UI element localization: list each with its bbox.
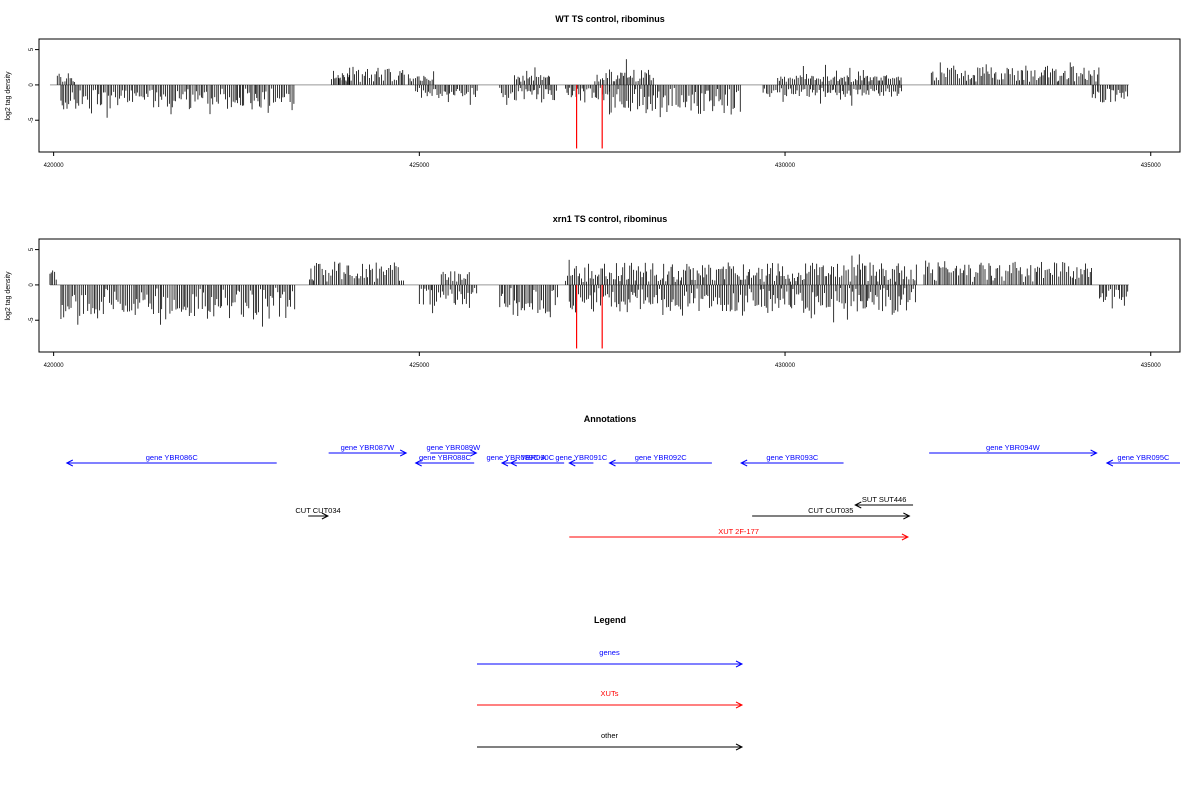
feature-label: gene YBR095C bbox=[1117, 453, 1170, 462]
xrn1-x-tick-label: 420000 bbox=[44, 363, 65, 369]
wt-y-tick-label: -5 bbox=[29, 117, 35, 123]
wt-y-tick-label: 0 bbox=[29, 83, 35, 87]
annotation-feature: CUT CUT035 bbox=[752, 506, 911, 520]
feature-label: CUT CUT034 bbox=[295, 506, 340, 515]
feature-label: gene YBR092C bbox=[635, 453, 688, 462]
feature-arrowhead bbox=[1105, 459, 1114, 467]
annotation-feature: gene YBR093C bbox=[740, 453, 844, 467]
annotation-feature: gene YBR095C bbox=[1105, 453, 1180, 467]
feature-arrowhead bbox=[414, 459, 422, 467]
feature-label: gene YBR087W bbox=[341, 443, 396, 452]
feature-label: gene YBR091C bbox=[555, 453, 608, 462]
legend-panel: Legend genes XUTs other bbox=[477, 615, 744, 751]
annotation-feature: SUT SUT446 bbox=[854, 495, 914, 509]
annotation-feature: gene YBR094W bbox=[929, 443, 1098, 457]
xrn1-plot-frame bbox=[38, 238, 1181, 353]
feature-arrowhead bbox=[399, 449, 408, 457]
feature-arrowhead bbox=[65, 459, 74, 467]
annotation-feature: gene YBR087W bbox=[328, 443, 408, 457]
annotations-title: Annotations bbox=[584, 414, 637, 424]
xrn1-x-tick-label: 435000 bbox=[1141, 363, 1162, 369]
feature-arrowhead bbox=[1090, 449, 1098, 457]
xrn1-track-title: xrn1 TS control, ribominus bbox=[553, 214, 668, 224]
xrn1-axes-group: 420000 425000 430000 435000 -5 0 5 bbox=[29, 247, 1161, 369]
feature-label: gene YBR086C bbox=[146, 453, 199, 462]
feature-label: gene YBR094W bbox=[986, 443, 1041, 452]
feature-label: gene YBR089C-A bbox=[487, 453, 546, 462]
xrn1-track-panel: xrn1 TS control, ribominus log2 tag dens… bbox=[5, 214, 1181, 369]
wt-y-axis-label: log2 tag density bbox=[5, 71, 12, 121]
wt-plot-frame bbox=[38, 38, 1181, 153]
wt-x-tick-label: 430000 bbox=[775, 163, 796, 169]
xrn1-x-tick-label: 430000 bbox=[775, 363, 796, 369]
legend-item-label: XUTs bbox=[601, 689, 619, 698]
wt-axes-group: 420000 425000 430000 435000 -5 0 5 bbox=[29, 47, 1161, 169]
legend-item-arrowhead bbox=[735, 660, 744, 668]
feature-arrowhead bbox=[500, 459, 509, 467]
wt-x-tick-label: 425000 bbox=[409, 163, 430, 169]
feature-label: gene YBR093C bbox=[766, 453, 819, 462]
legend-item: other bbox=[477, 731, 744, 751]
annotation-feature: gene YBR091C bbox=[555, 453, 608, 467]
xrn1-bars-group bbox=[49, 254, 1129, 349]
feature-label: SUT SUT446 bbox=[862, 495, 906, 504]
wt-track-title: WT TS control, ribominus bbox=[555, 14, 665, 24]
legend-item-label: other bbox=[601, 731, 619, 740]
feature-arrowhead bbox=[740, 459, 748, 467]
legend-item-arrowhead bbox=[735, 743, 744, 751]
wt-x-tick-label: 435000 bbox=[1141, 163, 1162, 169]
xrn1-y-tick-label: -5 bbox=[29, 317, 35, 323]
annotations-panel: Annotations gene YBR086C gene YBR087W gene… bbox=[65, 414, 1180, 541]
feature-label: XUT 2F-177 bbox=[718, 527, 759, 536]
legend-item: XUTs bbox=[477, 689, 744, 709]
legend-item-label: genes bbox=[599, 648, 620, 657]
feature-label: gene YBR089W bbox=[427, 443, 482, 452]
wt-track-panel: WT TS control, ribominus log2 tag densit… bbox=[5, 14, 1181, 169]
wt-x-tick-label: 420000 bbox=[44, 163, 65, 169]
annotation-feature: CUT CUT034 bbox=[295, 506, 341, 520]
xrn1-y-tick-label: 5 bbox=[29, 247, 35, 251]
legend-items: genes XUTs other bbox=[477, 648, 744, 751]
feature-arrowhead bbox=[470, 449, 478, 457]
annotation-feature: XUT 2F-177 bbox=[569, 527, 910, 541]
wt-bars-group bbox=[49, 59, 1129, 149]
feature-arrowhead bbox=[608, 459, 616, 467]
legend-title: Legend bbox=[594, 615, 626, 625]
legend-item-arrowhead bbox=[735, 701, 744, 709]
annotation-feature: gene YBR086C bbox=[65, 453, 277, 467]
annotation-feature: gene YBR089W bbox=[427, 443, 482, 457]
annotation-feature: gene YBR088C bbox=[414, 453, 475, 467]
wt-y-tick-label: 5 bbox=[29, 47, 35, 51]
annotation-feature: YBR090C bbox=[509, 453, 565, 467]
feature-arrowhead bbox=[321, 512, 330, 520]
feature-label: gene YBR088C bbox=[419, 453, 472, 462]
feature-arrowhead bbox=[903, 512, 911, 520]
legend-item: genes bbox=[477, 648, 744, 668]
feature-arrowhead bbox=[509, 459, 517, 467]
xrn1-y-axis-label: log2 tag density bbox=[5, 271, 12, 321]
feature-label: YBR090C bbox=[521, 453, 555, 462]
feature-arrowhead bbox=[854, 501, 862, 509]
annotation-feature: gene YBR092C bbox=[608, 453, 712, 467]
xrn1-x-tick-label: 425000 bbox=[409, 363, 430, 369]
xrn1-y-tick-label: 0 bbox=[29, 283, 35, 287]
feature-arrowhead bbox=[901, 533, 910, 541]
feature-label: CUT CUT035 bbox=[808, 506, 853, 515]
feature-arrowhead bbox=[568, 459, 576, 467]
